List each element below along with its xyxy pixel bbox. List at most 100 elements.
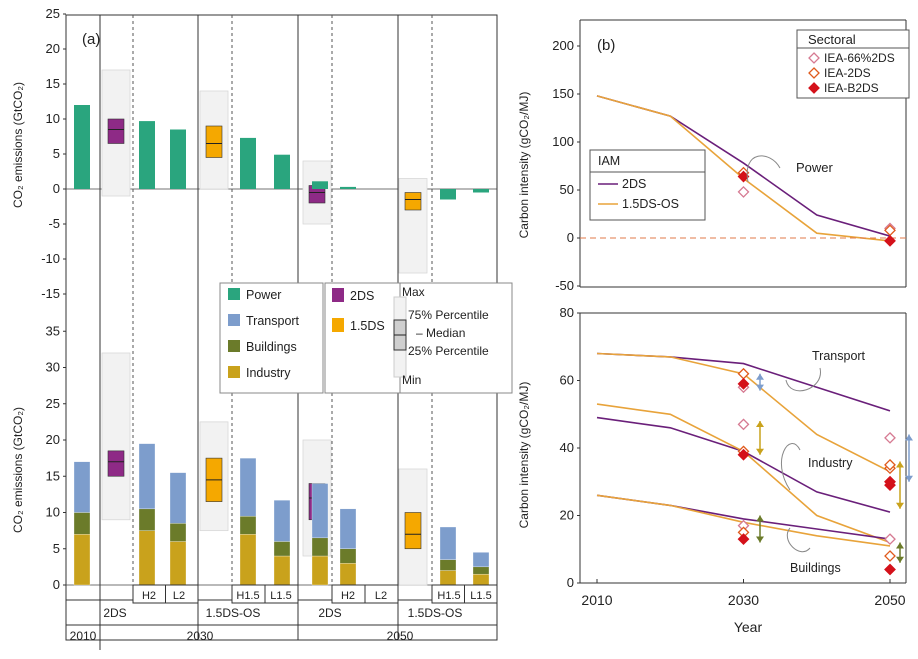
transport-bar xyxy=(169,472,187,524)
power-bar xyxy=(440,189,456,200)
legend-swatch xyxy=(228,366,240,378)
transport-bar xyxy=(439,526,457,560)
annotation-arc xyxy=(780,443,801,491)
power-bar xyxy=(240,137,256,189)
sub-label: H2 xyxy=(142,590,156,602)
y-tick-label: 20 xyxy=(46,41,60,56)
marker-ieab2ds xyxy=(737,377,750,390)
legend-label: 25% Percentile xyxy=(408,344,489,358)
industry-bar xyxy=(339,563,357,586)
sectoral-legend-label: IEA-2DS xyxy=(824,66,871,80)
y-axis-label-bottom: CO₂ emissions (GtCO₂) xyxy=(11,407,25,533)
sectoral-legend-label: IEA-B2DS xyxy=(824,81,879,95)
buildings-bar xyxy=(239,515,257,535)
marker-iea662ds xyxy=(737,418,750,431)
marker-iea2ds xyxy=(808,67,820,79)
marker-ieab2ds xyxy=(737,448,750,461)
group-label: 2DS xyxy=(318,606,341,620)
range-arrow-head xyxy=(896,502,904,509)
iam-legend-box xyxy=(589,149,706,221)
panel-a-legend: Power Transport Buildings Industry 2DS 1.5DS M… xyxy=(219,282,513,394)
legend-label: 1.5DS xyxy=(350,319,385,333)
box-iqr xyxy=(404,512,422,550)
y-tick-label: -10 xyxy=(41,251,60,266)
y-tick-label: 10 xyxy=(46,111,60,126)
y-axis-label-bottom: Carbon intensity (gCO₂/MJ) xyxy=(517,382,531,529)
power-bar xyxy=(340,186,356,189)
sub-label: L1.5 xyxy=(270,590,291,602)
legend-label: Industry xyxy=(246,366,291,380)
marker-ieab2ds xyxy=(808,82,820,94)
group-label: 1.5DS-OS xyxy=(206,606,261,620)
panel-a-top-plot: -15 -10 -5 0 5 10 15 20 25 xyxy=(41,6,497,301)
sub-label: H1.5 xyxy=(236,590,259,602)
buildings-bar xyxy=(311,537,329,557)
marker-iea662ds xyxy=(737,186,750,198)
legend-label: 2DS xyxy=(350,289,374,303)
sub-label: L1.5 xyxy=(470,590,491,602)
marker-iea2ds xyxy=(884,550,896,562)
marker-ieab2ds xyxy=(884,475,896,488)
range-arrow-head xyxy=(896,542,904,549)
transport-bar xyxy=(73,461,91,513)
box-iqr xyxy=(404,192,422,211)
legend-swatch xyxy=(332,318,344,332)
sub-label: H1.5 xyxy=(437,590,460,602)
y-tick-label: 5 xyxy=(53,146,60,161)
y-tick-label: 20 xyxy=(560,508,574,523)
industry-bar xyxy=(239,534,257,586)
range-arrow-head xyxy=(905,475,913,482)
annotation-arc xyxy=(746,155,781,183)
range-arrow-head xyxy=(896,461,904,468)
legend-label: Min xyxy=(402,373,421,387)
group-label: 2DS xyxy=(103,606,126,620)
panel-b-label: (b) xyxy=(597,37,615,54)
panel-a-axis-labels: (a) CO₂ emissions (GtCO₂) CO₂ emissions (G… xyxy=(11,31,498,650)
legend-label: Transport xyxy=(246,314,300,328)
y-tick-label: 40 xyxy=(560,440,574,455)
range-arrow-head xyxy=(756,515,764,522)
x-tick-label: 2030 xyxy=(728,592,759,608)
y-tick-label: 60 xyxy=(560,373,574,388)
y-tick-label: 30 xyxy=(46,360,60,375)
y-tick-label: 0 xyxy=(567,575,574,590)
marker-iea662ds xyxy=(884,431,896,444)
legend-swatch xyxy=(228,340,240,352)
industry-bar xyxy=(273,555,291,586)
x-axis-label: Year xyxy=(734,619,763,635)
range-arrow-head xyxy=(756,448,764,455)
y-tick-label: 50 xyxy=(560,182,574,197)
y-tick-label: 15 xyxy=(46,76,60,91)
y-axis-label-top: CO₂ emissions (GtCO₂) xyxy=(11,82,25,208)
y-tick-label: 150 xyxy=(552,86,574,101)
power-bar xyxy=(473,189,489,193)
sub-label: H2 xyxy=(341,590,355,602)
percentile-legend-box xyxy=(399,282,513,394)
y-tick-label: -50 xyxy=(555,278,574,293)
power-bar xyxy=(74,105,90,189)
range-arrow-head xyxy=(756,421,764,427)
marker-ieab2ds xyxy=(884,563,896,576)
annotation-industry: Industry xyxy=(808,456,853,470)
industry-bar xyxy=(138,530,156,586)
sub-label: L2 xyxy=(173,590,185,602)
annotation-buildings: Buildings xyxy=(790,561,841,575)
sub-label: L2 xyxy=(375,590,387,602)
transport-bar xyxy=(273,500,291,542)
y-tick-label: 5 xyxy=(53,541,60,556)
buildings-bar xyxy=(138,508,156,531)
panel-a-label: (a) xyxy=(82,31,100,48)
iam-legend-title: IAM xyxy=(598,154,620,168)
y-tick-label: 0 xyxy=(567,230,574,245)
transport-bar xyxy=(339,508,357,549)
panel-a-bottom-plot: 0 5 10 15 20 25 30 35 xyxy=(46,323,497,592)
buildings-bar xyxy=(169,523,187,542)
transport-bar xyxy=(472,552,490,568)
y-tick-label: 0 xyxy=(53,577,60,592)
y-tick-label: 20 xyxy=(46,432,60,447)
power-bar xyxy=(312,181,328,189)
buildings-bar xyxy=(472,566,490,575)
